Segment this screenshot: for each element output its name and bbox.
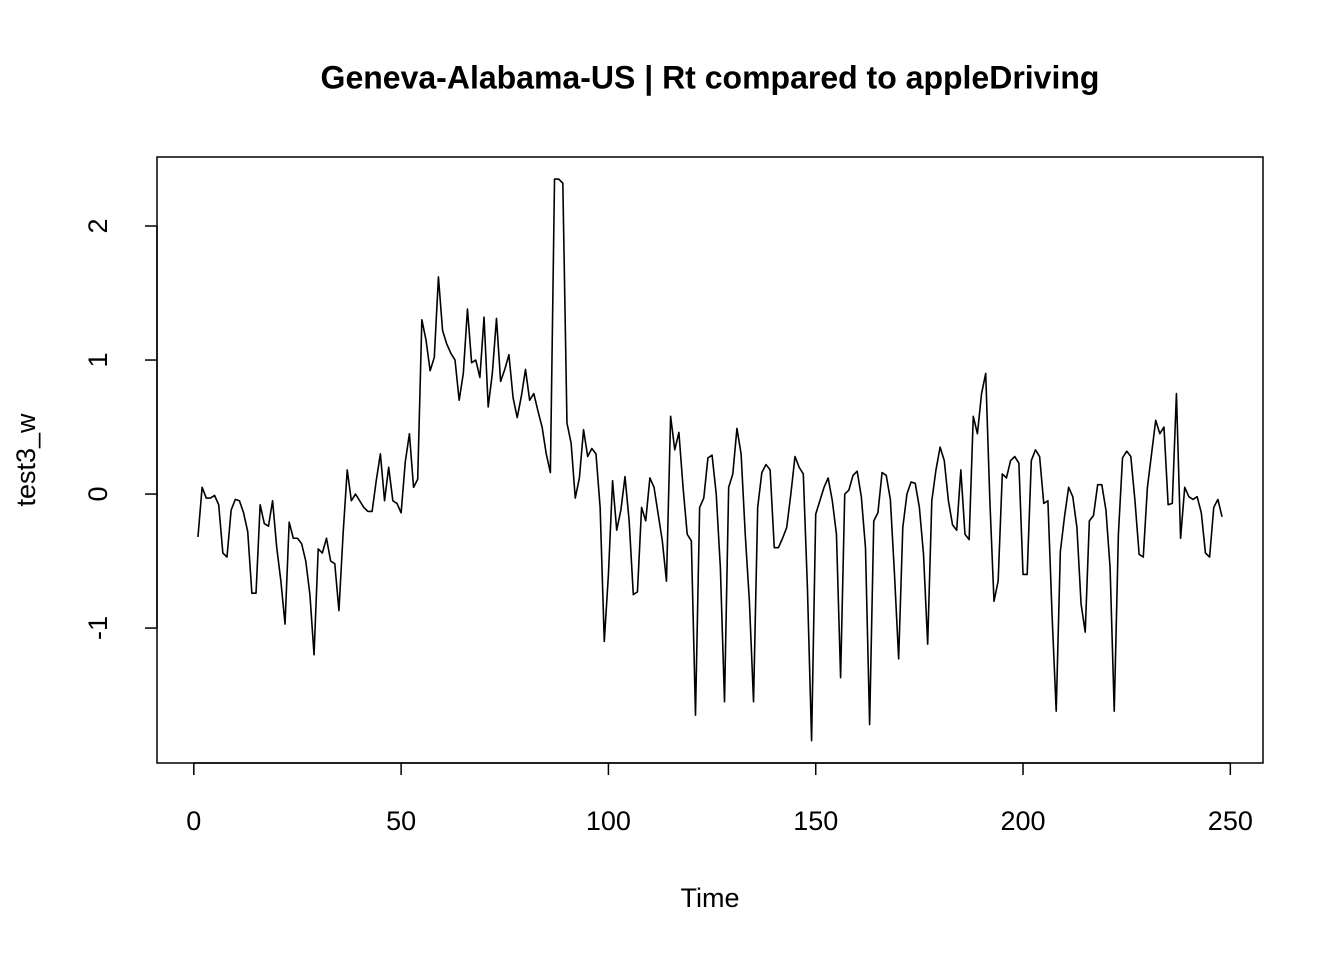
x-tick-label: 0 — [186, 806, 201, 836]
x-axis-label: Time — [681, 883, 740, 913]
y-axis-label: test3_w — [11, 413, 41, 507]
x-tick-label: 250 — [1208, 806, 1253, 836]
chart-title: Geneva-Alabama-US | Rt compared to apple… — [321, 59, 1100, 95]
y-tick-label: 0 — [83, 487, 113, 502]
x-tick-label: 150 — [793, 806, 838, 836]
y-tick-label: 2 — [83, 219, 113, 234]
x-tick-label: 100 — [586, 806, 631, 836]
y-tick-label: 1 — [83, 353, 113, 368]
x-tick-label: 200 — [1000, 806, 1045, 836]
series-line — [197, 178, 1223, 742]
y-tick-label: -1 — [83, 616, 113, 640]
x-tick-label: 50 — [386, 806, 416, 836]
